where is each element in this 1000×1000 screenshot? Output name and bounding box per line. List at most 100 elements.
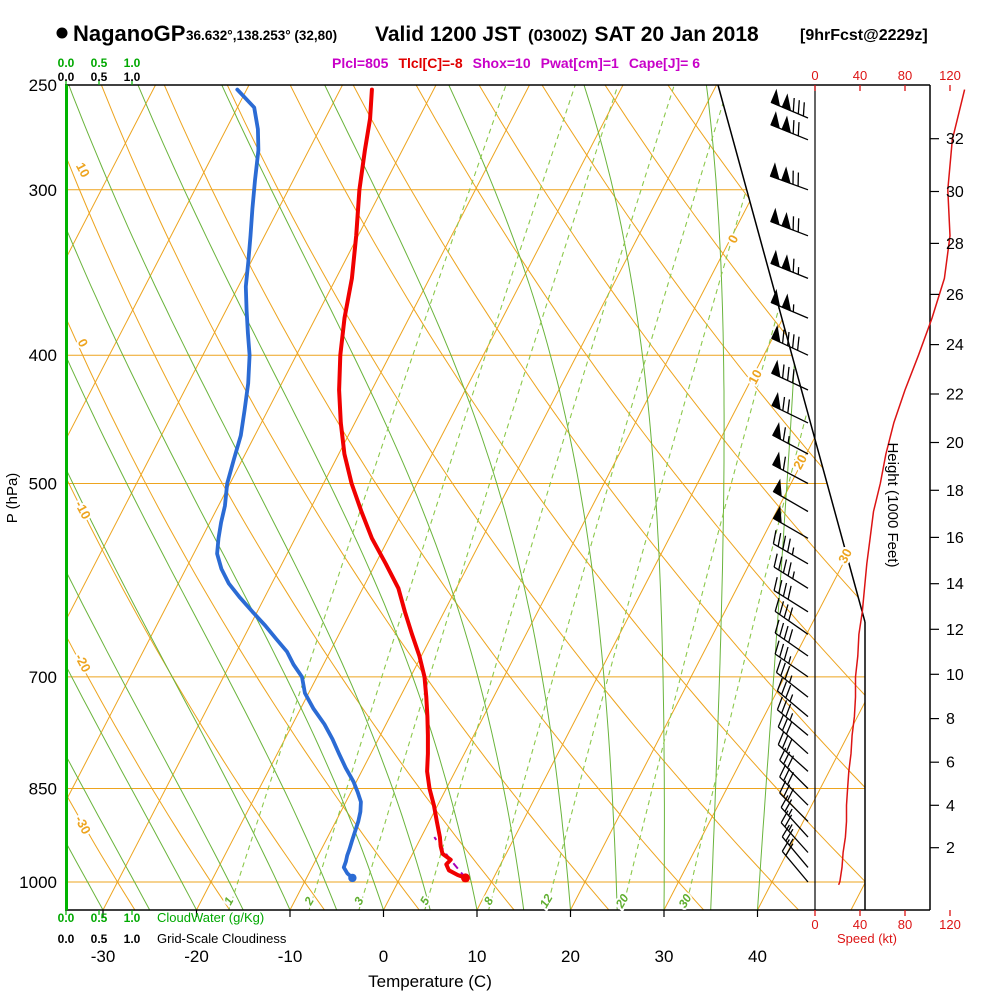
cloudwater-scale-label-top: 0.5 (91, 56, 108, 70)
barb-feather (782, 427, 787, 441)
height-tick-label: 20 (946, 435, 964, 452)
background-grid (65, 85, 865, 910)
cloudwater-scale-label-top: 1.0 (124, 56, 141, 70)
barb-feather (783, 625, 789, 640)
dry-adiabat-label: 0 (75, 336, 92, 349)
moist-adiabat-line (705, 85, 725, 910)
barb-feather (788, 607, 794, 621)
barb-feather (778, 579, 783, 594)
barb-pennant (770, 288, 781, 307)
station-name: NaganoGP (73, 21, 185, 46)
speed-tick-label-top: 40 (853, 68, 867, 83)
wind-barb (772, 422, 809, 455)
barb-pennant (781, 115, 792, 134)
valid-date: SAT 20 Jan 2018 (594, 23, 759, 46)
speed-tick-label-bottom: 80 (898, 917, 912, 932)
barb-feather (788, 629, 794, 643)
barb-feather (775, 659, 782, 673)
barb-half-feather (788, 808, 793, 816)
barb-feather (787, 399, 791, 414)
speed-curve (837, 89, 966, 886)
height-tick-label: 6 (946, 755, 955, 772)
barb-feather (796, 336, 800, 351)
barb-feather (777, 731, 785, 745)
moist-adiabat-line (65, 85, 291, 910)
wind-barb (773, 553, 809, 589)
dry-adiabat-line (289, 85, 865, 910)
barb-half-feather (789, 713, 794, 721)
moist-adiabat-line (324, 85, 571, 910)
mixing-ratio-line (358, 85, 619, 910)
mixing-ratio-label: 8 (481, 894, 497, 907)
barb-feather (780, 662, 786, 677)
isotherm-line (383, 85, 811, 910)
barb-feather (792, 120, 795, 134)
dry-adiabat-line (65, 85, 325, 910)
wind-barb (774, 640, 809, 678)
barb-feather (781, 824, 790, 838)
barb-feather (772, 530, 777, 544)
temperature-tick-label: -30 (91, 947, 116, 966)
barb-pennant (771, 392, 781, 411)
wind-barb (781, 839, 809, 883)
barb-feather (779, 764, 787, 778)
barb-feather (797, 218, 800, 233)
barb-feather (781, 735, 789, 749)
wind-speed-profile (837, 89, 966, 886)
barb-feather (782, 582, 788, 597)
barb-feather (787, 585, 792, 600)
isotherm-line (65, 85, 156, 910)
barb-feather (780, 700, 788, 714)
height-tick-label: 28 (946, 236, 964, 253)
cloudwater-scale-label-top: 0.0 (58, 56, 75, 70)
pressure-tick-label: 300 (29, 181, 57, 200)
wind-barb (771, 324, 809, 356)
cloudiness-scale-label-bottom: 1.0 (124, 932, 141, 946)
wind-barb (777, 731, 809, 772)
barb-pennant (781, 212, 792, 230)
surface-dewpoint-dot (348, 873, 357, 883)
dry-adiabat-line (352, 85, 865, 910)
barb-feather (774, 597, 780, 612)
barb-feather (786, 366, 790, 381)
barb-half-feather (788, 838, 794, 846)
mixing-ratio-label: 12 (537, 891, 556, 910)
barb-feather (781, 364, 785, 379)
height-tick-label: 12 (946, 622, 964, 639)
temperature-curve (337, 87, 468, 880)
barb-staff (774, 653, 809, 678)
barb-feather (785, 828, 794, 842)
cloudiness-scale-label-bottom: 0.0 (58, 932, 75, 946)
speed-tick-label-top: 120 (939, 68, 961, 83)
pressure-axis-title: P (hPa) (4, 473, 21, 524)
barb-feather (792, 97, 795, 112)
temperature-tick-label: 0 (379, 947, 388, 966)
barb-feather (783, 768, 791, 782)
height-tick-label: 18 (946, 483, 964, 500)
speed-axis-title: Speed (kt) (837, 931, 897, 946)
barb-pennant (770, 111, 780, 130)
barb-feather (777, 713, 785, 728)
index-pwat: Pwat[cm]=1 (541, 55, 619, 71)
isotherm-line (65, 85, 343, 910)
moist-adiabat-line (68, 85, 431, 910)
wind-barb (770, 88, 809, 119)
index-cape: Cape[J]= 6 (629, 55, 700, 71)
barb-pennant (772, 451, 782, 470)
dry-adiabat-line (541, 85, 865, 910)
isotherm-line (65, 85, 250, 910)
wind-barb (773, 577, 809, 613)
barb-feather (782, 535, 787, 550)
temperature-tick-label: 20 (561, 947, 580, 966)
isotherm-label: 10 (745, 367, 765, 387)
barb-feather (783, 646, 789, 661)
pressure-tick-label: 400 (29, 346, 57, 365)
barb-feather (780, 810, 789, 824)
barb-feather (785, 721, 793, 735)
dry-adiabat-line (163, 85, 705, 910)
wind-barb (770, 207, 809, 237)
moist-adiabat-line (221, 85, 525, 910)
barb-half-feather (791, 547, 795, 555)
dry-adiabat-line (65, 85, 420, 910)
